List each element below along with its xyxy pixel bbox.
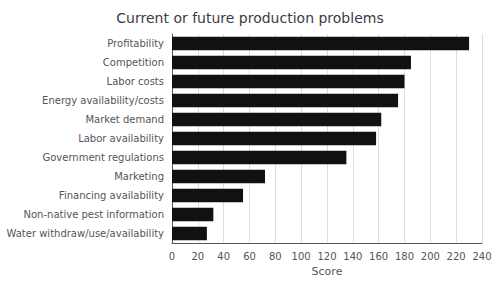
svg-text:Energy availability/costs: Energy availability/costs — [42, 95, 164, 106]
svg-text:Financing availability: Financing availability — [59, 190, 164, 201]
svg-text:80: 80 — [269, 251, 282, 262]
svg-text:Non-native pest information: Non-native pest information — [24, 209, 164, 220]
svg-text:Labor availability: Labor availability — [78, 133, 164, 144]
svg-text:200: 200 — [421, 251, 440, 262]
svg-text:40: 40 — [217, 251, 230, 262]
svg-text:Labor costs: Labor costs — [107, 76, 164, 87]
svg-text:120: 120 — [317, 251, 336, 262]
svg-text:60: 60 — [243, 251, 256, 262]
svg-text:20: 20 — [191, 251, 204, 262]
svg-text:Marketing: Marketing — [114, 171, 164, 182]
svg-text:Water withdraw/use/availabilit: Water withdraw/use/availability — [6, 228, 164, 239]
svg-text:240: 240 — [472, 251, 491, 262]
svg-text:Government regulations: Government regulations — [42, 152, 164, 163]
svg-text:Competition: Competition — [103, 57, 164, 68]
svg-text:0: 0 — [169, 251, 175, 262]
svg-text:160: 160 — [369, 251, 388, 262]
svg-text:180: 180 — [395, 251, 414, 262]
svg-text:Current or future production p: Current or future production problems — [116, 10, 383, 26]
svg-text:220: 220 — [447, 251, 466, 262]
svg-text:Score: Score — [312, 265, 343, 278]
svg-text:Profitability: Profitability — [107, 38, 164, 49]
svg-text:Market demand: Market demand — [85, 114, 164, 125]
svg-text:140: 140 — [343, 251, 362, 262]
svg-text:100: 100 — [292, 251, 311, 262]
